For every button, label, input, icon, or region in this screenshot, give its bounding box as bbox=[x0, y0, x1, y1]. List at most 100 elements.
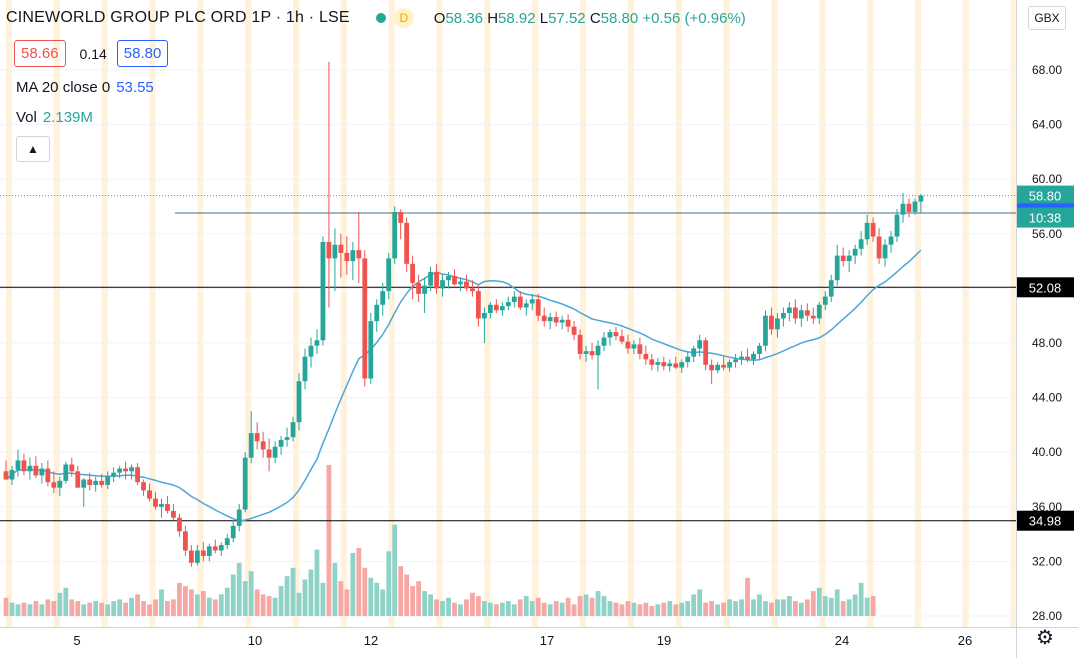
candle-body bbox=[15, 460, 21, 470]
session-stripe bbox=[340, 0, 347, 627]
x-tick-label: 10 bbox=[248, 633, 262, 648]
session-stripe bbox=[5, 0, 12, 627]
candle-body bbox=[350, 250, 356, 262]
candle-body bbox=[188, 550, 194, 563]
candle-body bbox=[583, 351, 589, 354]
candle-body bbox=[505, 302, 511, 307]
volume-bar bbox=[769, 602, 774, 616]
volume-bar bbox=[739, 599, 744, 616]
candle-body bbox=[679, 362, 685, 368]
session-stripe bbox=[436, 0, 443, 627]
candle-body bbox=[745, 356, 750, 360]
x-tick-label: 5 bbox=[73, 633, 80, 648]
candle-body bbox=[535, 299, 541, 316]
volume-bar bbox=[458, 604, 463, 616]
candle-body bbox=[476, 291, 481, 319]
volume-bar bbox=[147, 604, 152, 616]
candle-body bbox=[290, 422, 296, 438]
volume-bar bbox=[470, 592, 475, 616]
gear-icon[interactable]: ⚙ bbox=[1036, 627, 1054, 649]
session-stripe bbox=[1010, 0, 1017, 627]
candle-body bbox=[386, 258, 392, 292]
volume-bar bbox=[248, 571, 254, 616]
candle-body bbox=[446, 276, 451, 281]
volume-bar bbox=[260, 594, 266, 616]
candle-body bbox=[571, 326, 577, 335]
candle-body bbox=[464, 281, 469, 289]
volume-bar bbox=[673, 604, 679, 616]
volume-bar bbox=[356, 547, 362, 616]
interval-badge[interactable]: D bbox=[393, 8, 414, 28]
volume-bar bbox=[69, 599, 75, 616]
session-stripe bbox=[149, 0, 156, 627]
volume-bar bbox=[284, 576, 290, 616]
volume-bar bbox=[165, 601, 170, 616]
candle-body bbox=[63, 464, 69, 481]
volume-bar bbox=[177, 582, 182, 616]
low-value: 57.52 bbox=[548, 9, 586, 27]
candle-body bbox=[559, 319, 565, 323]
y-tick-label: 48.00 bbox=[1032, 336, 1062, 350]
candle-body bbox=[99, 480, 105, 485]
volume-bar bbox=[194, 594, 200, 616]
volume-bar bbox=[51, 601, 57, 616]
candle-body bbox=[380, 291, 386, 305]
candle-body bbox=[171, 510, 176, 518]
candle-body bbox=[882, 244, 888, 259]
volume-bar bbox=[27, 604, 33, 616]
price-label-box bbox=[1017, 185, 1074, 206]
volume-bar bbox=[781, 599, 786, 616]
volume-bar bbox=[631, 602, 637, 616]
candle-body bbox=[135, 467, 140, 483]
candle-body bbox=[374, 304, 380, 322]
ask-button[interactable]: 58.80 bbox=[116, 40, 169, 67]
volume-bar bbox=[188, 589, 194, 616]
countdown-box bbox=[1017, 207, 1074, 228]
chevron-up-icon: ▲ bbox=[27, 142, 39, 156]
candle-body bbox=[194, 550, 200, 563]
y-tick-label: 60.00 bbox=[1032, 172, 1062, 186]
candle-body bbox=[482, 312, 487, 319]
volume-bar bbox=[751, 599, 756, 616]
currency-button[interactable]: GBX bbox=[1028, 6, 1066, 30]
volume-bar bbox=[75, 601, 81, 616]
volume-bar bbox=[553, 601, 559, 616]
candle-body bbox=[272, 446, 278, 458]
volume-bar bbox=[745, 577, 750, 616]
candle-body bbox=[39, 468, 45, 476]
session-shading bbox=[5, 0, 1017, 627]
volume-bar bbox=[135, 594, 140, 616]
volume-legend[interactable]: Vol 2.139M bbox=[16, 109, 93, 126]
volume-bar bbox=[230, 574, 236, 616]
candle-body bbox=[87, 479, 93, 485]
candle-body bbox=[541, 315, 547, 322]
volume-bar bbox=[302, 579, 308, 616]
volume-bar bbox=[583, 594, 589, 616]
volume-bar bbox=[487, 602, 493, 616]
y-tick-label: 64.00 bbox=[1032, 118, 1062, 132]
volume-bar bbox=[529, 601, 535, 616]
open-value: 58.36 bbox=[445, 9, 484, 27]
candle-body bbox=[332, 244, 338, 259]
grid-lines bbox=[0, 69, 1016, 617]
candle-body bbox=[21, 460, 27, 472]
bid-ask-row: 58.66 0.14 58.80 bbox=[14, 40, 169, 67]
candle-body bbox=[781, 312, 786, 319]
candle-body bbox=[685, 356, 691, 363]
bid-button[interactable]: 58.66 bbox=[14, 40, 66, 67]
candle-body bbox=[33, 465, 39, 476]
candle-body bbox=[81, 479, 87, 488]
ma-legend[interactable]: MA 20 close 0 53.55 bbox=[16, 79, 154, 96]
collapse-legend-button[interactable]: ▲ bbox=[16, 136, 50, 162]
volume-bar bbox=[212, 599, 218, 616]
volume-bar bbox=[637, 604, 643, 616]
session-stripe bbox=[293, 0, 300, 627]
candle-body bbox=[619, 336, 625, 342]
volume-bar bbox=[105, 604, 111, 616]
candle-body bbox=[601, 337, 607, 346]
candle-body bbox=[260, 441, 266, 450]
symbol-title[interactable]: CINEWORLD GROUP PLC ORD 1P · 1h · LSE bbox=[6, 9, 350, 26]
candle-body bbox=[177, 517, 182, 532]
candle-body bbox=[673, 363, 679, 368]
